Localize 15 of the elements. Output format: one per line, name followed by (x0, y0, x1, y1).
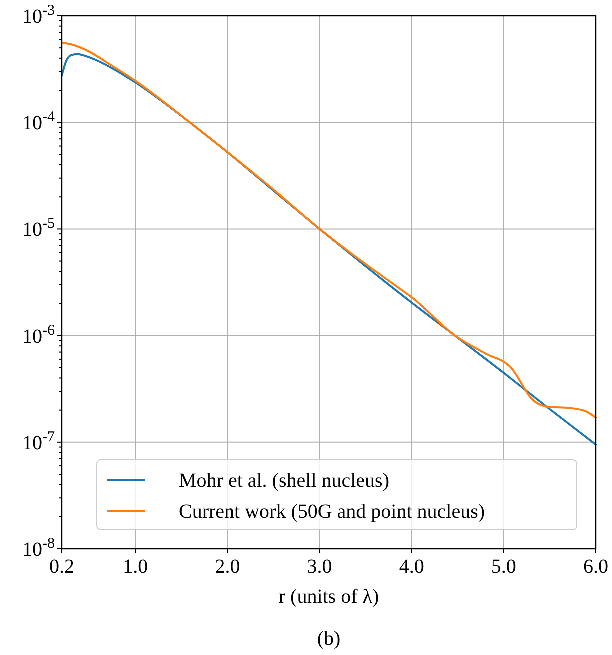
y-tick-label: 10$^{-7}$ (22, 429, 56, 454)
x-tick-label: 5.0 (491, 556, 516, 578)
legend-label: Current work (50G and point nucleus) (179, 501, 486, 523)
y-tick-label: 10$^{-6}$ (22, 322, 56, 348)
x-tick-label: 3.0 (307, 556, 332, 578)
x-tick-label: 2.0 (215, 556, 240, 578)
x-tick-label: 6.0 (584, 556, 608, 578)
y-tick-label: 10$^{-5}$ (22, 216, 55, 242)
x-axis-title: r (units of λ) (278, 586, 380, 608)
x-tick-label: 1.0 (123, 556, 148, 578)
text: (b) (317, 628, 341, 650)
y-tick-label: 10$^{-3}$ (22, 3, 55, 28)
y-tick-label: 10$^{-4}$ (22, 110, 56, 135)
legend-label: Mohr et al. (shell nucleus) (179, 470, 390, 492)
x-tick-label: 4.0 (399, 556, 424, 578)
